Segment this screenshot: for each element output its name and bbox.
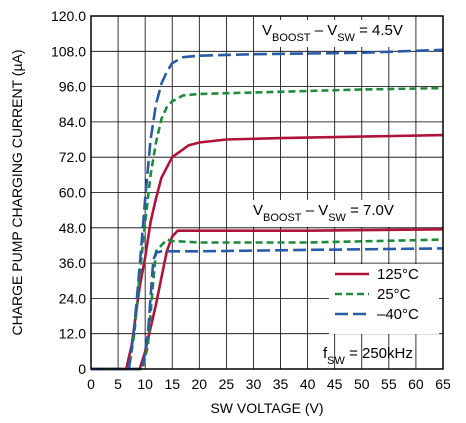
series-line [91,238,444,371]
annotation-upper: VBOOST – VSW = 4.5V [262,22,403,44]
x-tick-label: 20 [192,376,208,392]
series-line [91,48,444,371]
y-tick-label: 120.0 [51,8,86,24]
series-line [91,247,444,371]
y-tick-label: 60.0 [59,185,86,201]
series-lines [91,48,444,371]
x-tick-labels: 0 5 10 15 20 25 30 35 40 45 50 55 60 65 [87,376,451,392]
y-tick-label: 12.0 [59,326,86,342]
y-tick-label: 0 [78,361,86,377]
annotation-upper-bg [258,20,407,47]
x-axis-label: SW VOLTAGE (V) [210,400,323,416]
y-tick-label: 72.0 [59,149,86,165]
plot-frame [90,15,444,370]
x-tick-label: 25 [219,376,235,392]
annotation-lower: VBOOST – VSW = 7.0V [253,202,394,224]
x-tick-label: 5 [114,376,122,392]
legend-label: 25°C [377,286,411,303]
annotation-frequency: fSW = 250kHz [323,345,413,367]
x-tick-label: 40 [300,376,316,392]
y-tick-label: 48.0 [59,220,86,236]
legend-bg [329,264,439,334]
x-tick-label: 30 [246,376,262,392]
x-tick-label: 10 [137,376,153,392]
legend-label: –40°C [377,306,419,323]
y-axis-label: CHARGE PUMP CHARGING CURRENT (µA) [9,49,25,335]
legend-label: 125°C [377,266,419,283]
y-tick-label: 36.0 [59,255,86,271]
y-tick-label: 84.0 [59,114,86,130]
x-tick-label: 55 [381,376,397,392]
y-tick-labels: 0 12.0 24.0 36.0 48.0 60.0 72.0 84.0 96.0 108.0 12… [51,8,86,377]
y-tick-label: 24.0 [59,290,86,306]
y-tick-label: 108.0 [51,43,86,59]
legend: 125°C 25°C –40°C [329,264,439,334]
x-tick-label: 60 [408,376,424,392]
x-tick-label: 50 [354,376,370,392]
y-tick-label: 96.0 [59,79,86,95]
x-tick-label: 15 [164,376,180,392]
annotation-lower-bg [249,200,398,227]
x-tick-label: 0 [87,376,95,392]
x-tick-label: 45 [327,376,343,392]
x-tick-label: 35 [273,376,289,392]
x-tick-label: 65 [435,376,451,392]
